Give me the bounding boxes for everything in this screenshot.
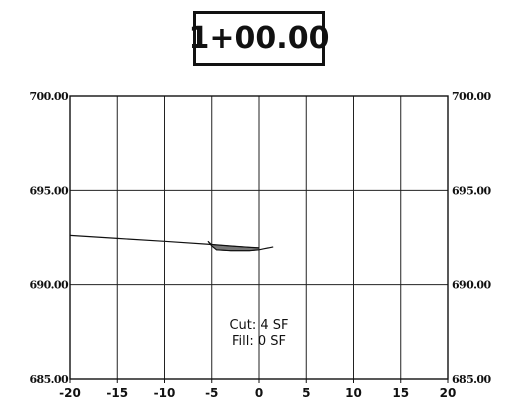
- y-tick-label-right: 695.00: [452, 184, 491, 197]
- y-tick-label-left: 690.00: [30, 279, 69, 292]
- x-tick-label: 5: [302, 386, 310, 400]
- x-tick-label: 20: [440, 386, 457, 400]
- fill-area-label: Fill: 0 SF: [232, 334, 286, 349]
- y-tick-label-right: 690.00: [452, 279, 491, 292]
- y-tick-label-right: 685.00: [452, 373, 491, 386]
- x-tick-label: 15: [392, 386, 409, 400]
- y-tick-label-right: 700.00: [452, 90, 491, 103]
- y-tick-label-left: 685.00: [30, 373, 69, 386]
- existing-ground-line: [69, 234, 260, 249]
- x-tick-label: -15: [106, 386, 128, 400]
- station-label: 1+00.00: [189, 11, 329, 66]
- x-tick-label: 0: [255, 386, 263, 400]
- x-tick-label: -20: [59, 386, 81, 400]
- x-tick-label: 10: [345, 386, 362, 400]
- plot-frame: [69, 95, 449, 383]
- y-tick-label-left: 700.00: [30, 90, 69, 103]
- x-tick-label: -5: [205, 386, 218, 400]
- template-line: [207, 240, 274, 252]
- ground-lines: [69, 234, 274, 252]
- area-notes: Cut: 4 SF Fill: 0 SF: [229, 318, 288, 349]
- cut-area-label: Cut: 4 SF: [229, 318, 288, 333]
- grid-layer: [70, 96, 448, 379]
- x-tick-label: -10: [154, 386, 176, 400]
- y-tick-label-left: 695.00: [30, 184, 69, 197]
